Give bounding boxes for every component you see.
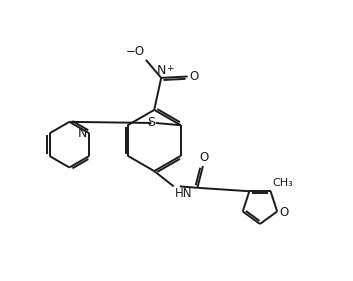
Text: +: + — [166, 64, 174, 73]
Text: O: O — [189, 70, 198, 83]
Text: N: N — [78, 127, 87, 140]
Text: O: O — [279, 205, 289, 219]
Text: S: S — [147, 116, 155, 129]
Text: N: N — [156, 64, 166, 77]
Text: O: O — [199, 151, 208, 164]
Text: −O: −O — [125, 45, 144, 58]
Text: CH₃: CH₃ — [273, 178, 294, 189]
Text: HN: HN — [174, 187, 192, 200]
